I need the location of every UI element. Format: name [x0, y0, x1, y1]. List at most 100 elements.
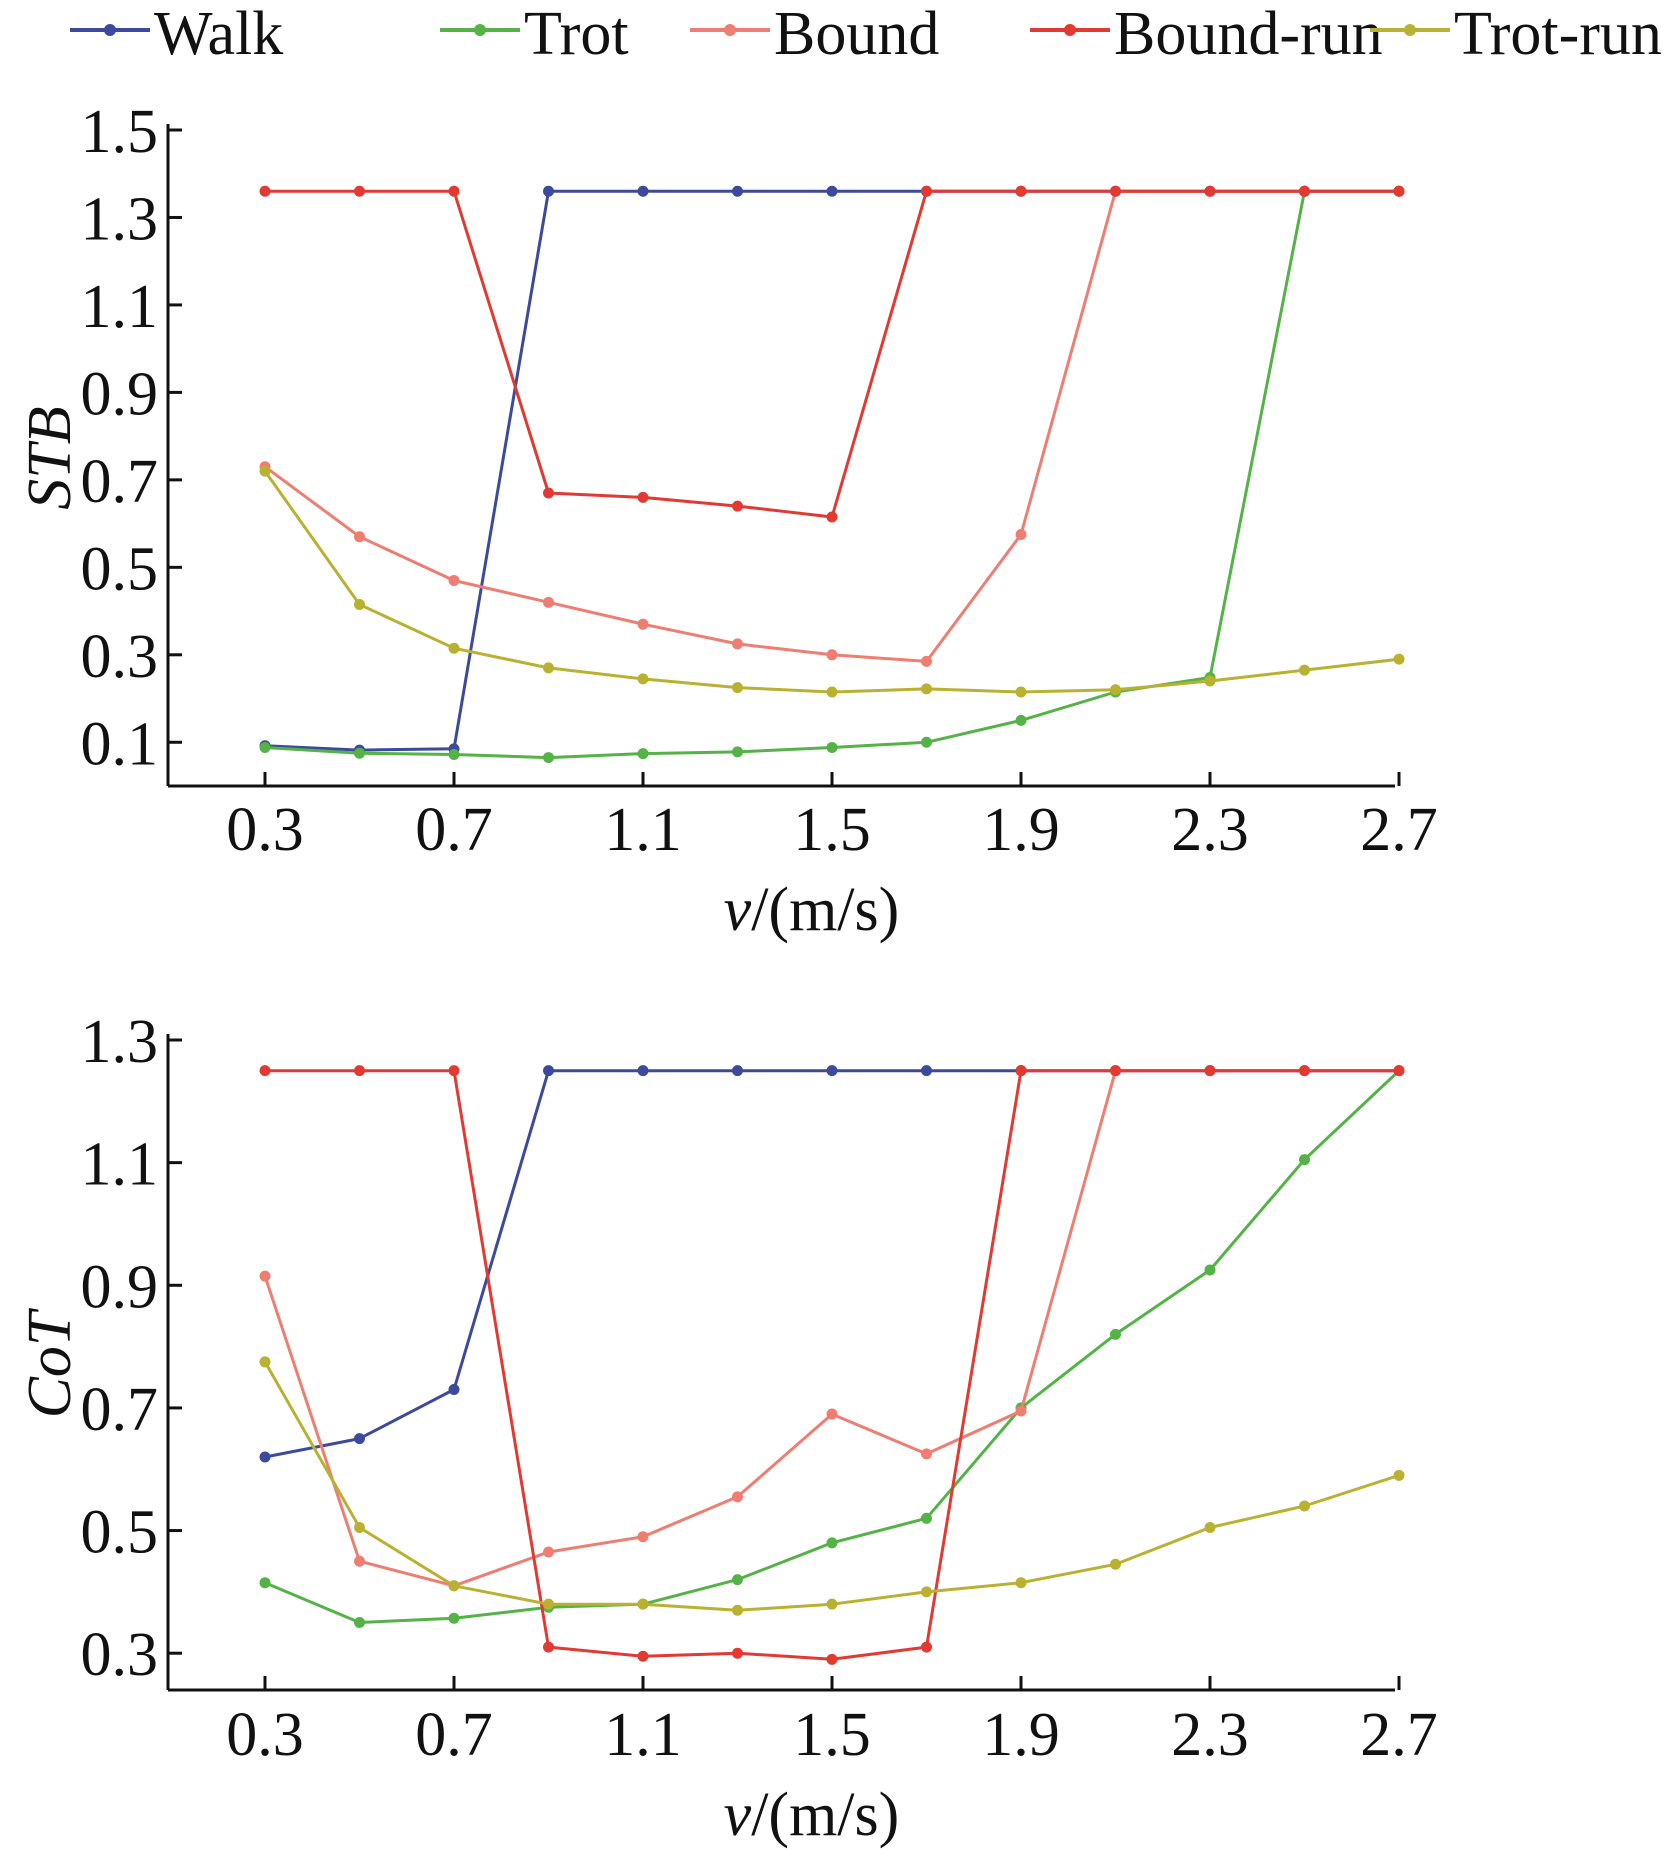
data-point-trot-run: [259, 465, 271, 477]
data-point-walk: [732, 1065, 743, 1077]
data-point-bound: [543, 596, 554, 608]
data-point-bound-run: [826, 1653, 838, 1665]
series-walk: [259, 1065, 1405, 1463]
data-point-trot: [1204, 1264, 1216, 1276]
data-point-walk: [637, 185, 649, 197]
legend-label: Bound: [774, 0, 939, 68]
data-point-bound: [732, 1491, 743, 1503]
data-point-bound: [259, 1270, 271, 1282]
data-point-bound-run: [354, 185, 365, 197]
data-point-walk: [354, 1433, 365, 1445]
y-tick-label: 0.9: [81, 1253, 159, 1321]
data-point-trot-run: [637, 673, 649, 685]
data-point-bound-run: [1393, 1065, 1405, 1077]
legend-entry-walk: Walk: [70, 0, 283, 68]
data-point-bound: [354, 531, 365, 543]
series-line-bound-run: [265, 1069, 1399, 1661]
data-point-bound-run: [732, 1647, 743, 1659]
legend-marker: [724, 24, 736, 36]
y-tick-label: 0.5: [81, 535, 159, 603]
x-axis-title: v/(m/s): [724, 1781, 900, 1849]
series-bound-run: [259, 1065, 1405, 1665]
data-point-trot-run: [826, 686, 838, 698]
series-walk: [259, 185, 1405, 756]
x-axis-title: v/(m/s): [724, 876, 900, 944]
series-line-walk: [264, 189, 1399, 752]
data-point-bound-run: [826, 511, 838, 523]
x-tick-label: 2.3: [1171, 796, 1249, 864]
data-point-trot-run: [921, 1586, 932, 1598]
data-point-trot: [732, 746, 743, 758]
data-point-bound: [921, 655, 932, 667]
x-tick-label: 1.5: [793, 1701, 871, 1769]
series-line-trot: [264, 189, 1399, 760]
y-tick-label: 1.1: [81, 273, 159, 341]
data-point-bound: [921, 1448, 932, 1460]
y-tick-label: 0.7: [81, 448, 159, 516]
data-point-bound-run: [543, 487, 554, 499]
data-point-trot: [826, 1537, 838, 1549]
legend-entry-bound: Bound: [690, 0, 939, 68]
y-tick-label: 0.3: [81, 1621, 159, 1689]
data-point-trot-run: [1299, 1500, 1310, 1512]
data-point-trot-run: [732, 1604, 743, 1616]
x-tick-label: 2.7: [1360, 796, 1438, 864]
data-point-bound-run: [1110, 185, 1121, 197]
series-line-walk: [264, 1069, 1399, 1459]
data-point-bound-run: [637, 491, 649, 503]
data-point-trot-run: [259, 1356, 271, 1368]
data-point-trot: [1299, 1154, 1310, 1166]
data-point-bound: [448, 574, 460, 586]
data-point-walk: [826, 185, 838, 197]
data-point-trot-run: [1393, 653, 1405, 665]
data-point-bound-run: [1299, 1065, 1310, 1077]
y-axis-title: STB: [16, 406, 84, 509]
y-tick-label: 1.5: [81, 98, 159, 166]
series-line-bound: [264, 189, 1399, 663]
x-tick-label: 0.3: [226, 796, 304, 864]
legend-label: Walk: [154, 0, 283, 68]
data-point-walk: [543, 1065, 554, 1077]
series-trot: [259, 185, 1405, 764]
data-point-trot-run: [1204, 1522, 1216, 1533]
y-tick-label: 1.3: [81, 185, 159, 253]
data-point-trot: [543, 752, 554, 764]
data-point-bound: [826, 649, 838, 661]
legend-entry-trot-run: Trot-run: [1370, 0, 1662, 68]
x-axis-title-unit: /(m/s): [751, 876, 899, 944]
data-point-bound-run: [543, 1641, 554, 1653]
data-point-walk: [543, 185, 554, 197]
data-point-bound-run: [1299, 185, 1310, 197]
data-point-bound-run: [1110, 1065, 1121, 1077]
data-point-bound-run: [448, 1065, 460, 1077]
data-point-trot-run: [543, 662, 554, 674]
data-point-bound: [354, 1555, 365, 1567]
series-bound: [259, 1065, 1405, 1592]
data-point-walk: [637, 1065, 649, 1077]
legend-label: Trot: [524, 0, 629, 68]
data-point-trot-run: [1110, 684, 1121, 696]
data-point-bound-run: [921, 185, 932, 197]
data-point-trot: [1110, 1328, 1121, 1340]
x-tick-label: 1.5: [793, 796, 871, 864]
x-tick-label: 1.9: [982, 1701, 1060, 1769]
series-line-bound: [263, 1069, 1399, 1588]
x-tick-label: 1.1: [604, 1701, 682, 1769]
data-point-trot: [921, 1512, 932, 1524]
legend-label: Bound-run: [1114, 0, 1383, 68]
data-point-trot-run: [448, 1580, 460, 1592]
legend-entry-bound-run: Bound-run: [1030, 0, 1383, 68]
data-point-trot: [921, 736, 932, 748]
data-point-bound: [637, 1531, 649, 1543]
data-point-walk: [732, 185, 743, 197]
data-point-trot: [259, 1577, 271, 1589]
x-axis-title-var: v: [724, 876, 752, 944]
data-point-trot: [448, 749, 460, 761]
x-axis-title-unit: /(m/s): [751, 1781, 899, 1849]
data-point-bound-run: [921, 1641, 932, 1653]
data-point-trot: [354, 747, 365, 759]
data-point-trot-run: [921, 683, 932, 695]
data-point-bound: [732, 638, 743, 650]
series-trot-run: [259, 1356, 1405, 1616]
y-tick-label: 1.3: [81, 1008, 159, 1076]
